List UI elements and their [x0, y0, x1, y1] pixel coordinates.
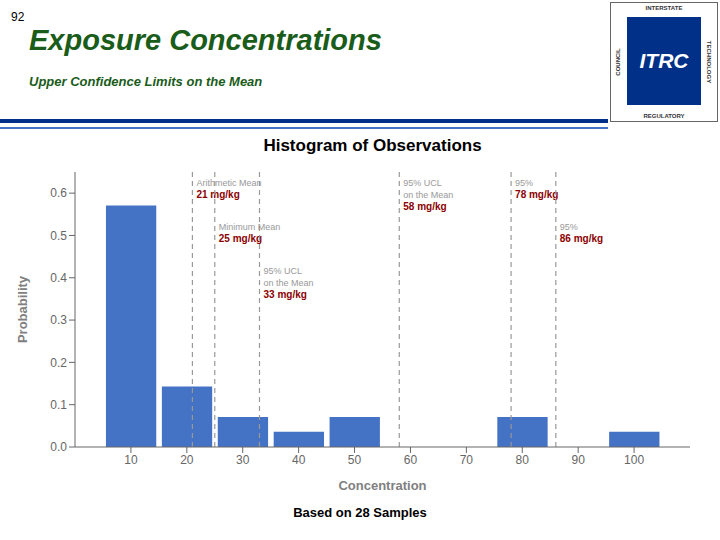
svg-text:20: 20 [180, 453, 194, 467]
svg-text:Minimum Mean: Minimum Mean [219, 222, 281, 232]
html-text:ITRC: ITRC [639, 49, 689, 72]
svg-text:80: 80 [516, 453, 530, 467]
svg-text:0.3: 0.3 [50, 313, 67, 327]
svg-text:100: 100 [624, 453, 644, 467]
svg-text:70: 70 [460, 453, 474, 467]
svg-text:90: 90 [572, 453, 586, 467]
svg-text:50: 50 [348, 453, 362, 467]
svg-text:86 mg/kg: 86 mg/kg [560, 233, 603, 244]
svg-text:Probability: Probability [15, 275, 30, 343]
svg-text:on the Mean: on the Mean [264, 278, 314, 288]
html-text:COUNCIL: COUNCIL [615, 48, 621, 76]
svg-text:0.2: 0.2 [50, 356, 67, 370]
svg-text:0.6: 0.6 [50, 186, 67, 200]
svg-text:58 mg/kg: 58 mg/kg [403, 201, 446, 212]
html-text:92: 92 [11, 10, 25, 24]
svg-text:on the Mean: on the Mean [403, 190, 453, 200]
html-text:INTERSTATE: INTERSTATE [645, 5, 683, 11]
svg-text:33 mg/kg: 33 mg/kg [264, 289, 307, 300]
html-text:Exposure Concentrations: Exposure Concentrations [29, 24, 382, 56]
svg-text:78 mg/kg: 78 mg/kg [515, 189, 558, 200]
svg-text:0.4: 0.4 [50, 271, 67, 285]
svg-text:0.5: 0.5 [50, 229, 67, 243]
svg-text:60: 60 [404, 453, 418, 467]
html-text:Based on 28 Samples: Based on 28 Samples [293, 505, 427, 520]
svg-text:0.1: 0.1 [50, 398, 67, 412]
svg-text:95% UCL: 95% UCL [264, 266, 303, 276]
svg-text:25 mg/kg: 25 mg/kg [219, 233, 262, 244]
svg-text:0.0: 0.0 [50, 440, 67, 454]
svg-text:Concentration: Concentration [338, 478, 426, 493]
svg-text:95%: 95% [560, 222, 578, 232]
svg-text:95%: 95% [515, 178, 533, 188]
svg-text:10: 10 [124, 453, 138, 467]
svg-text:Arithmetic Mean: Arithmetic Mean [196, 178, 261, 188]
html-text:Upper Confidence Limits on the: Upper Confidence Limits on the Mean [29, 74, 263, 89]
html-text:REGULATORY: REGULATORY [643, 113, 685, 119]
html-text:Histogram of Observations: Histogram of Observations [263, 136, 482, 155]
svg-text:21 mg/kg: 21 mg/kg [196, 189, 239, 200]
svg-text:95% UCL: 95% UCL [403, 178, 442, 188]
svg-text:40: 40 [292, 453, 306, 467]
html-text:TECHNOLOGY: TECHNOLOGY [706, 40, 712, 84]
svg-text:30: 30 [236, 453, 250, 467]
